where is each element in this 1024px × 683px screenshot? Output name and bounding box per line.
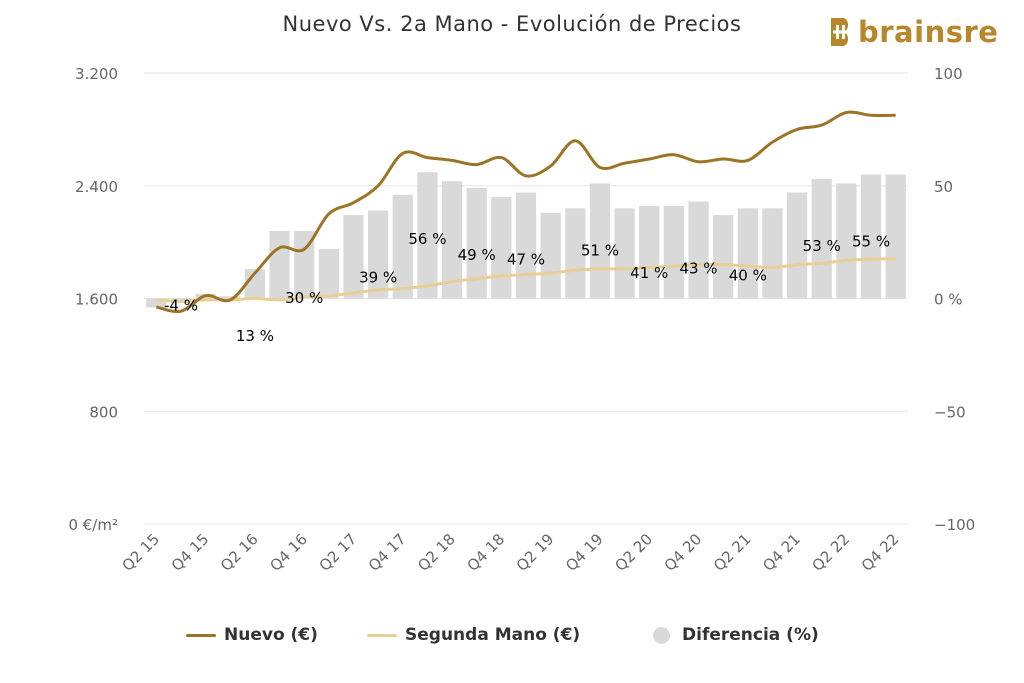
data-label-diferencia: 40 % bbox=[729, 266, 767, 284]
bar-diferencia bbox=[885, 174, 906, 299]
brainsre-logo: brainsre bbox=[828, 14, 998, 50]
bar-diferencia bbox=[762, 208, 783, 299]
x-tick-label: Q4 17 bbox=[365, 530, 410, 575]
bar-diferencia bbox=[836, 183, 857, 299]
bar-diferencia bbox=[540, 212, 561, 299]
data-label-diferencia: -4 % bbox=[164, 297, 198, 315]
bar-diferencia bbox=[441, 181, 463, 299]
chart-legend: Nuevo (€) Segunda Mano (€) Diferencia (%… bbox=[0, 620, 1024, 650]
legend-dot-diferencia-icon bbox=[653, 626, 670, 644]
legend-item-diferencia[interactable]: Diferencia (%) bbox=[653, 620, 819, 650]
data-label-diferencia: 30 % bbox=[285, 289, 323, 307]
data-label-diferencia: 55 % bbox=[852, 232, 890, 250]
legend-line-segunda-mano-icon bbox=[367, 633, 397, 637]
bar-diferencia bbox=[811, 178, 832, 299]
brand-name: brainsre bbox=[858, 15, 999, 49]
y-left-tick-label: 2.400 bbox=[75, 178, 118, 196]
data-label-diferencia: 41 % bbox=[630, 264, 668, 282]
plot-area: 0 €/m² 800 1.600 2.400 3.200 −100 −50 0 % 50 100 -… bbox=[68, 65, 975, 575]
bar-diferencia bbox=[737, 208, 758, 299]
x-tick-label: Q2 21 bbox=[710, 530, 755, 575]
bar-diferencia bbox=[786, 192, 808, 299]
x-tick-label: Q2 15 bbox=[118, 530, 163, 575]
bar-diferencia bbox=[491, 197, 512, 299]
x-tick-label: Q4 16 bbox=[266, 530, 311, 575]
y-right-tick-label: −50 bbox=[934, 403, 966, 421]
legend-line-nuevo-icon bbox=[186, 633, 216, 637]
y-right-tick-label: 100 bbox=[934, 65, 963, 83]
bar-diferencia bbox=[318, 248, 339, 299]
x-tick-label: Q2 19 bbox=[513, 530, 558, 575]
bar-diferencia bbox=[663, 206, 684, 299]
y-right-tick-label: 0 % bbox=[934, 291, 963, 309]
x-tick-label: Q2 16 bbox=[217, 530, 262, 575]
bar-diferencia bbox=[639, 206, 660, 299]
bar-diferencia bbox=[713, 215, 734, 299]
legend-label-segunda-mano: Segunda Mano (€) bbox=[405, 625, 581, 645]
y-right-tick-label: −100 bbox=[934, 516, 975, 534]
y-left-tick-label: 1.600 bbox=[75, 291, 118, 309]
x-tick-label: Q2 17 bbox=[316, 530, 361, 575]
data-label-diferencia: 13 % bbox=[236, 327, 274, 345]
x-tick-label: Q4 19 bbox=[562, 530, 607, 575]
x-tick-label: Q4 22 bbox=[858, 530, 903, 575]
data-label-diferencia: 43 % bbox=[679, 260, 717, 278]
legend-label-diferencia: Diferencia (%) bbox=[682, 625, 819, 645]
x-tick-label: Q2 18 bbox=[414, 530, 459, 575]
x-tick-label: Q2 22 bbox=[809, 530, 854, 575]
y-left-tick-label: 0 €/m² bbox=[68, 516, 118, 534]
x-tick-label: Q4 18 bbox=[463, 530, 508, 575]
bar-diferencia bbox=[417, 172, 438, 299]
bar-diferencia bbox=[392, 194, 413, 299]
bar-diferencia bbox=[688, 201, 709, 299]
data-label-diferencia: 51 % bbox=[581, 241, 619, 259]
y-right-tick-label: 50 bbox=[934, 178, 953, 196]
bar-diferencia bbox=[860, 174, 882, 299]
legend-item-nuevo[interactable]: Nuevo (€) bbox=[186, 620, 318, 650]
x-tick-label: Q4 15 bbox=[168, 530, 213, 575]
data-label-diferencia: 53 % bbox=[803, 237, 841, 255]
bar-diferencia bbox=[515, 192, 537, 299]
x-tick-label: Q2 20 bbox=[611, 530, 656, 575]
bar-diferencia bbox=[294, 230, 315, 299]
bar-diferencia bbox=[146, 298, 167, 308]
bar-diferencia bbox=[614, 208, 635, 299]
x-tick-label: Q4 20 bbox=[661, 530, 706, 575]
data-label-diferencia: 49 % bbox=[458, 246, 496, 264]
line-segunda-mano bbox=[156, 257, 896, 303]
bar-diferencia bbox=[220, 296, 241, 299]
line-nuevo bbox=[155, 110, 896, 314]
data-label-diferencia: 39 % bbox=[359, 269, 397, 287]
bar-diferencia bbox=[244, 269, 266, 299]
legend-label-nuevo: Nuevo (€) bbox=[224, 625, 318, 645]
data-label-diferencia: 56 % bbox=[408, 230, 446, 248]
bar-diferencia bbox=[368, 210, 389, 299]
brainsre-logo-mark-icon bbox=[831, 18, 849, 46]
legend-item-segunda-mano[interactable]: Segunda Mano (€) bbox=[367, 620, 580, 650]
bar-diferencia bbox=[565, 208, 586, 299]
data-label-diferencia: 47 % bbox=[507, 251, 545, 269]
y-left-tick-label: 3.200 bbox=[75, 65, 118, 83]
chart-title: Nuevo Vs. 2a Mano - Evolución de Precios bbox=[282, 12, 742, 36]
bar-diferencia bbox=[343, 215, 364, 299]
y-left-tick-label: 800 bbox=[89, 403, 118, 421]
bar-diferencia bbox=[466, 188, 487, 299]
x-tick-label: Q4 21 bbox=[759, 530, 804, 575]
